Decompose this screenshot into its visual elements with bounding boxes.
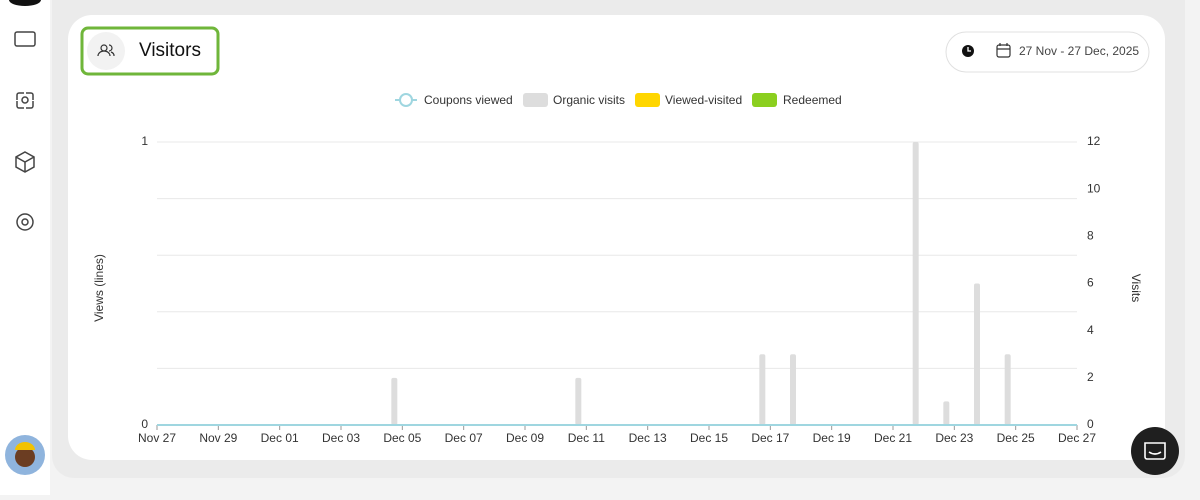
y2-tick-label: 2: [1087, 370, 1094, 384]
y2-tick-label: 10: [1087, 181, 1101, 195]
y2-tick-label: 4: [1087, 323, 1094, 337]
x-tick-label: Dec 07: [445, 431, 483, 445]
bar: [912, 142, 919, 425]
bar: [790, 354, 796, 425]
y-tick-label: 0: [141, 417, 148, 431]
y2-tick-label: 12: [1087, 134, 1101, 148]
x-tick-label: Dec 05: [383, 431, 421, 445]
bar: [759, 354, 766, 425]
x-tick-label: Dec 15: [690, 431, 728, 445]
y2-axis-title: Visits: [1129, 274, 1143, 302]
x-tick-label: Dec 27: [1058, 431, 1096, 445]
users-icon: [97, 44, 115, 57]
ticket-icon[interactable]: [14, 31, 36, 47]
chat-button[interactable]: [1131, 427, 1179, 475]
x-tick-label: Dec 25: [997, 431, 1035, 445]
y-axis-title: Views (lines): [92, 254, 106, 322]
title-highlight: [80, 26, 220, 76]
x-tick-label: Dec 13: [629, 431, 667, 445]
y2-tick-label: 6: [1087, 276, 1094, 290]
card-title: Visitors: [139, 40, 201, 61]
x-tick-label: Nov 27: [138, 431, 176, 445]
avatar-face: [15, 447, 35, 467]
sidebar-icons: [14, 31, 36, 231]
chat-icon: [1144, 442, 1166, 460]
scan-icon[interactable]: [16, 92, 34, 109]
legend-symbol: [399, 93, 413, 107]
legend-swatch: [635, 93, 660, 107]
clock-hands: [967, 47, 971, 52]
date-range[interactable]: 27 Nov - 27 Dec, 2025: [1019, 44, 1139, 58]
x-tick-label: Dec 09: [506, 431, 544, 445]
legend-label[interactable]: Organic visits: [553, 93, 625, 107]
x-tick-label: Dec 23: [935, 431, 973, 445]
settings-icon[interactable]: [16, 213, 34, 231]
calendar-icon: [996, 43, 1011, 58]
bar: [1004, 354, 1011, 425]
y2-tick-label: 8: [1087, 229, 1094, 243]
box-icon[interactable]: [15, 151, 35, 173]
x-tick-label: Dec 17: [751, 431, 789, 445]
bar: [943, 401, 950, 425]
legend-swatch: [752, 93, 777, 107]
y-tick-label: 1: [141, 134, 148, 148]
x-tick-label: Dec 19: [813, 431, 851, 445]
chart-card: [68, 15, 1165, 460]
x-tick-label: Nov 29: [199, 431, 237, 445]
sidebar: [0, 0, 50, 495]
x-tick-label: Dec 01: [261, 431, 299, 445]
x-tick-label: Dec 03: [322, 431, 360, 445]
legend-label[interactable]: Redeemed: [783, 93, 842, 107]
bar: [974, 283, 980, 425]
y2-tick-label: 0: [1087, 417, 1094, 431]
sidebar-icon[interactable]: [9, 0, 41, 6]
legend-label[interactable]: Coupons viewed: [424, 93, 513, 107]
bar: [391, 377, 398, 425]
date-range-button[interactable]: [945, 31, 1150, 73]
legend-swatch: [523, 93, 548, 107]
legend-label[interactable]: Viewed-visited: [665, 93, 742, 107]
bar: [575, 377, 582, 425]
avatar-hat: [15, 442, 35, 450]
x-tick-label: Dec 21: [874, 431, 912, 445]
x-tick-label: Dec 11: [568, 431, 605, 445]
